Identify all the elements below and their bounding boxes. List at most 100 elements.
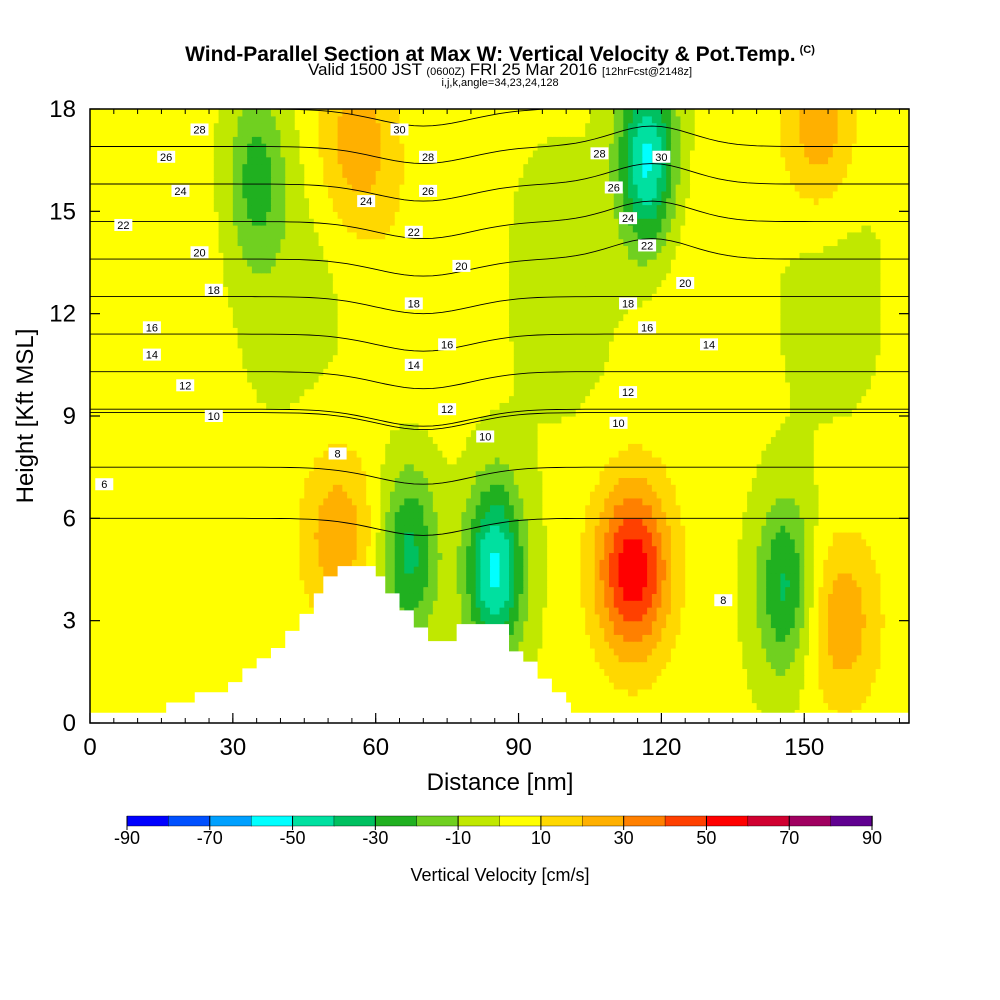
velocity-cell [847,688,853,697]
velocity-cell [670,702,677,710]
velocity-cell [709,579,715,588]
velocity-cell [523,600,529,608]
velocity-cell [399,545,405,554]
velocity-cell [899,702,905,710]
velocity-cell [885,654,891,663]
velocity-cell [851,538,858,547]
velocity-cell [728,607,734,615]
velocity-cell [485,579,491,588]
velocity-cell [289,545,296,554]
velocity-cell [713,620,720,629]
velocity-cell [699,634,705,642]
velocity-cell [509,579,515,588]
velocity-cell [689,620,696,629]
velocity-cell [880,531,886,540]
velocity-cell [413,525,420,533]
velocity-cell [813,647,820,656]
velocity-cell [494,552,501,560]
velocity-cell [766,559,772,567]
velocity-cell [180,668,186,676]
velocity-cell [894,566,901,574]
velocity-cell [609,552,615,560]
velocity-cell [275,627,282,635]
velocity-cell [404,566,410,574]
velocity-cell [894,579,901,588]
velocity-cell [632,525,639,533]
velocity-cell [161,531,167,540]
velocity-cell [251,607,258,615]
velocity-cell [623,675,629,683]
velocity-cell [128,531,134,540]
velocity-cell [756,593,762,601]
velocity-cell [228,668,234,676]
velocity-cell [432,552,439,560]
velocity-cell [499,600,505,608]
velocity-cell [189,682,196,690]
velocity-cell [689,661,696,670]
velocity-cell [118,668,124,676]
velocity-cell [675,572,682,581]
velocity-cell [166,572,172,581]
velocity-cell [704,613,710,622]
velocity-cell [675,579,682,588]
velocity-cell [328,559,334,567]
velocity-cell [718,641,724,649]
velocity-cell [580,552,586,560]
velocity-cell [109,593,115,601]
velocity-cell [318,552,324,560]
velocity-cell [185,538,191,547]
velocity-cell [142,661,148,670]
velocity-cell [185,654,191,663]
velocity-cell [537,627,543,635]
velocity-cell [256,620,263,629]
velocity-cell [651,600,658,608]
velocity-cell [889,688,896,697]
velocity-cell [161,579,167,588]
velocity-cell [509,613,515,622]
velocity-cell [285,620,291,629]
velocity-cell [609,525,615,533]
velocity-cell [823,593,829,601]
velocity-cell [842,647,848,656]
velocity-cell [599,593,605,601]
velocity-cell [680,634,686,642]
velocity-cell [523,607,529,615]
velocity-cell [90,702,96,710]
velocity-cell [175,654,182,663]
velocity-cell [323,559,329,567]
velocity-cell [661,525,667,533]
velocity-cell [813,695,820,704]
velocity-cell [756,613,762,622]
velocity-cell [751,607,758,615]
velocity-cell [875,702,882,710]
velocity-cell [785,559,791,567]
velocity-cell [732,675,739,683]
velocity-cell [766,634,772,642]
velocity-cell [90,613,96,622]
velocity-cell [709,668,715,676]
velocity-cell [442,525,448,533]
velocity-cell [118,600,124,608]
velocity-cell [742,613,748,622]
velocity-cell [566,538,572,547]
velocity-cell [423,538,429,547]
velocity-cell [542,525,548,533]
velocity-cell [113,627,120,635]
velocity-cell [209,579,215,588]
velocity-cell [799,702,805,710]
velocity-cell [261,525,267,533]
velocity-cell [675,620,682,629]
velocity-cell [870,647,877,656]
velocity-cell [866,695,872,704]
velocity-cell [856,579,862,588]
velocity-cell [580,525,586,533]
velocity-cell [542,552,548,560]
velocity-cell [428,620,434,629]
velocity-cell [804,634,810,642]
velocity-cell [94,641,101,649]
velocity-cell [889,682,896,690]
velocity-cell [223,593,229,601]
velocity-cell [632,538,639,547]
velocity-cell [599,552,605,560]
velocity-cell [894,688,901,697]
